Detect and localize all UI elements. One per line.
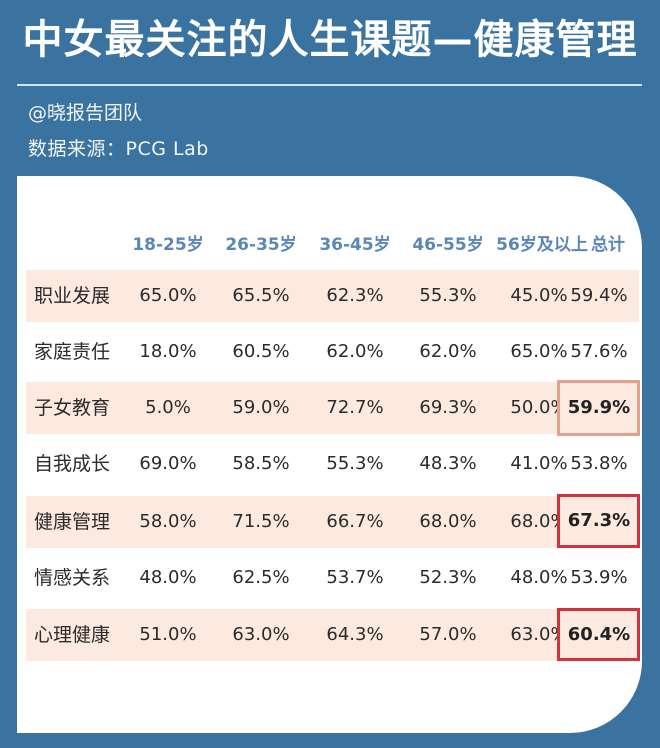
table-row: 子女教育 5.0% 59.0% 72.7% 69.3% 50.0% [26,382,568,434]
table-cell: 55.3% [419,285,477,306]
table-cell: 51.0% [139,624,197,645]
row-label: 自我成长 [34,453,111,475]
row-label: 情感关系 [34,567,111,589]
row-label: 家庭责任 [34,341,111,363]
row-label: 子女教育 [34,397,111,419]
page-title: 中女最关注的人生课题—健康管理 [22,17,638,63]
table-cell: 72.7% [326,397,384,418]
row-label: 职业发展 [34,285,111,307]
table-row: 家庭责任 18.0% 60.5% 62.0% 62.0% 65.0% 57.6% [26,326,639,378]
table-cell: 63.0% [232,624,290,645]
table-cell: 63.0% [510,624,568,645]
table-cell: 48.0% [139,567,197,588]
table-header-row: 18-25岁 26-35岁 36-45岁 46-55岁 56岁及以上 总计 [17,230,642,260]
table-cell: 50.0% [510,397,568,418]
table-cell: 64.3% [326,624,384,645]
table-cell: 53.7% [326,567,384,588]
table-cell-total: 67.3% [567,510,631,531]
title-divider [17,84,642,86]
table-cell: 62.3% [326,285,384,306]
table-cell: 69.3% [419,397,477,418]
table-cell: 55.3% [326,453,384,474]
table-card: 18-25岁 26-35岁 36-45岁 46-55岁 56岁及以上 总计 职业… [17,176,642,733]
row-label: 健康管理 [34,511,111,533]
table-cell-total: 60.4% [567,624,631,645]
table-cell: 18.0% [139,341,197,362]
table-cell: 41.0% [510,453,568,474]
data-source: 数据来源：PCG Lab [28,138,209,160]
table-row: 健康管理 58.0% 71.5% 66.7% 68.0% 68.0% [26,496,568,548]
column-header-18-25: 18-25岁 [132,235,204,255]
row-label: 心理健康 [34,624,111,646]
table-cell: 66.7% [326,511,384,532]
table-cell: 58.0% [139,511,197,532]
highlight-box-total: 59.9% [557,380,640,436]
table-cell: 68.0% [419,511,477,532]
highlight-box-total: 60.4% [557,608,640,661]
table-cell: 62.5% [232,567,290,588]
column-header-46-55: 46-55岁 [412,235,484,255]
table-cell-total: 59.9% [567,397,631,418]
table-cell: 60.5% [232,341,290,362]
table-row: 情感关系 48.0% 62.5% 53.7% 52.3% 48.0% 53.9% [26,552,639,604]
highlight-box-total: 67.3% [557,494,640,548]
table-cell: 65.0% [139,285,197,306]
table-cell: 52.3% [419,567,477,588]
column-header-36-45: 36-45岁 [319,235,391,255]
table-cell: 58.5% [232,453,290,474]
column-header-56-plus: 56岁及以上 [496,235,588,255]
table-row: 职业发展 65.0% 65.5% 62.3% 55.3% 45.0% 59.4% [26,270,639,322]
table-cell: 62.0% [326,341,384,362]
author-credit: @晓报告团队 [28,102,143,124]
table-cell-total: 53.8% [570,453,628,474]
table-cell: 68.0% [510,511,568,532]
table-cell: 48.0% [510,567,568,588]
table-cell: 65.0% [510,341,568,362]
table-cell: 48.3% [419,453,477,474]
table-cell-total: 53.9% [570,567,628,588]
table-cell: 69.0% [139,453,197,474]
table-cell: 57.0% [419,624,477,645]
table-row: 自我成长 69.0% 58.5% 55.3% 48.3% 41.0% 53.8% [26,438,639,490]
table-cell: 65.5% [232,285,290,306]
column-header-total: 总计 [591,235,625,255]
table-cell: 62.0% [419,341,477,362]
table-cell-total: 59.4% [570,285,628,306]
table-cell: 71.5% [232,511,290,532]
table-cell-total: 57.6% [570,341,628,362]
table-cell: 59.0% [232,397,290,418]
column-header-26-35: 26-35岁 [225,235,297,255]
table-cell: 45.0% [510,285,568,306]
table-row: 心理健康 51.0% 63.0% 64.3% 57.0% 63.0% [26,609,568,661]
table-cell: 5.0% [145,397,191,418]
